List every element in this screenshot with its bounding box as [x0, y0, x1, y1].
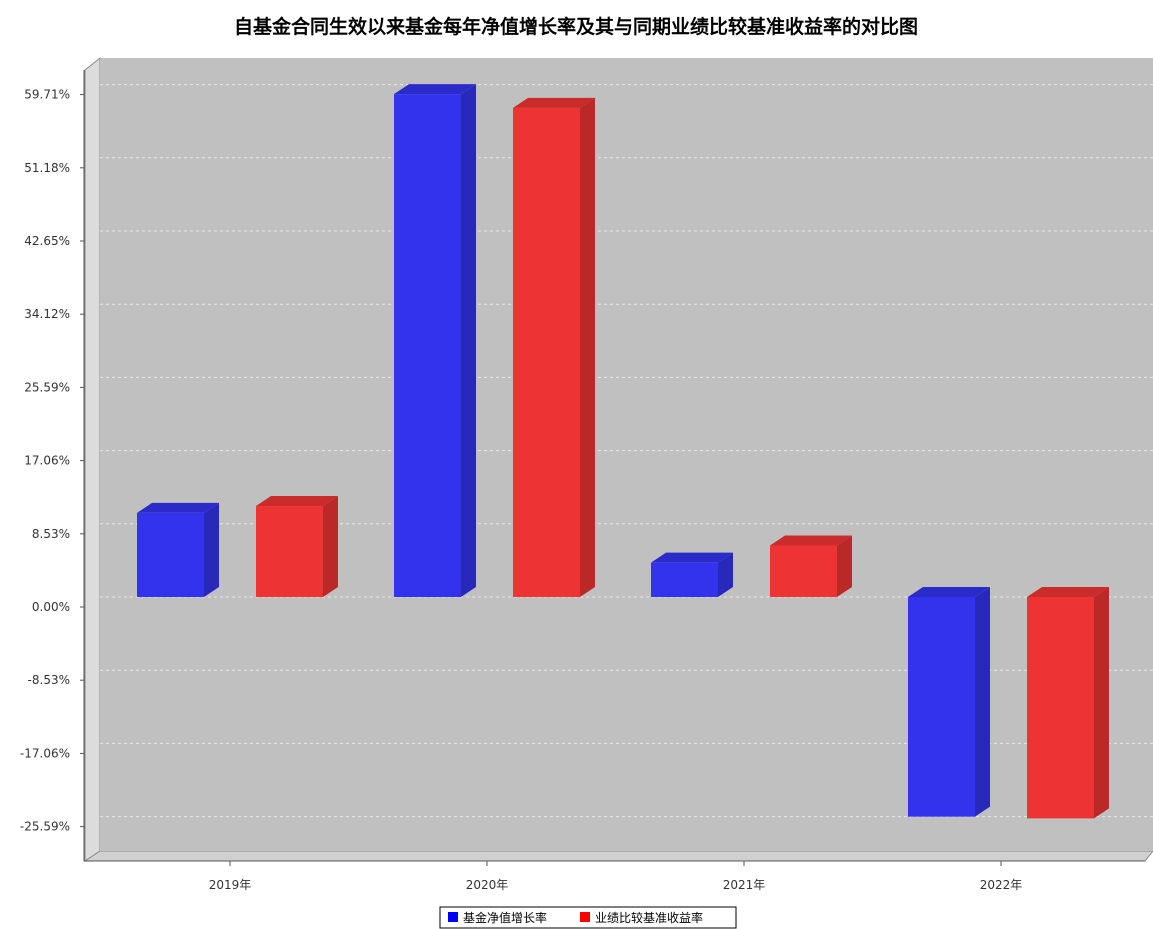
bar-side	[718, 552, 733, 597]
bar-side	[580, 97, 595, 597]
bar-side	[461, 84, 476, 598]
x-tick-label: 2022年	[980, 878, 1023, 892]
bar-side	[975, 587, 990, 817]
bar-1-2	[770, 535, 852, 597]
bar-side	[837, 535, 852, 597]
plot-left-wall	[84, 56, 101, 862]
bars	[137, 84, 1109, 819]
x-tick-label: 2020年	[466, 878, 509, 892]
bar-top	[256, 496, 338, 507]
x-tick-label: 2019年	[209, 878, 252, 892]
bar-top	[908, 587, 990, 597]
bar-top	[770, 535, 852, 546]
y-tick-label: 25.59%	[24, 380, 70, 394]
legend: 基金净值增长率 业绩比较基准收益率	[439, 906, 737, 929]
bar-0-2	[651, 552, 733, 597]
bar-front	[1027, 597, 1094, 819]
bar-0-0	[137, 502, 219, 597]
legend-swatch-benchmark	[580, 912, 590, 922]
y-tick-label: -17.06%	[20, 746, 70, 760]
bar-0-1	[394, 84, 476, 598]
bar-top	[513, 97, 595, 108]
bar-top	[651, 552, 733, 563]
x-tick-label: 2021年	[723, 878, 766, 892]
legend-swatch-fund	[448, 912, 458, 922]
chart-title: 自基金合同生效以来基金每年净值增长率及其与同期业绩比较基准收益率的对比图	[234, 15, 918, 38]
legend-label-fund: 基金净值增长率	[463, 910, 547, 925]
bar-top	[394, 84, 476, 95]
x-axis: 2019年 2020年 2021年 2022年	[84, 860, 1145, 892]
y-tick-label: 0.00%	[32, 600, 70, 614]
y-tick-label: 59.71%	[24, 88, 70, 102]
bar-front	[908, 597, 975, 817]
bar-front	[256, 506, 323, 597]
plot-background	[100, 58, 1153, 851]
bar-top	[1027, 587, 1109, 597]
bar-1-1	[513, 97, 595, 597]
y-tick-label: 34.12%	[24, 307, 70, 321]
y-tick-label: 17.06%	[24, 454, 70, 468]
plot-floor	[83, 850, 1153, 862]
bar-1-0	[256, 496, 338, 597]
bar-1-3	[1027, 587, 1109, 819]
legend-label-benchmark: 业绩比较基准收益率	[595, 910, 703, 925]
y-tick-label: 51.18%	[24, 161, 70, 175]
bar-top	[137, 502, 219, 513]
bar-side	[204, 502, 219, 597]
bar-front	[513, 107, 580, 597]
y-tick-label: 42.65%	[24, 234, 70, 248]
bar-front	[137, 512, 204, 597]
plot-frame	[83, 56, 1153, 862]
y-axis: 59.71% 51.18% 42.65% 34.12% 25.59% 17.06% 8.53…	[20, 70, 85, 861]
y-tick-label: 8.53%	[32, 527, 70, 541]
bar-front	[770, 545, 837, 597]
y-tick-label: -25.59%	[20, 820, 70, 834]
bar-side	[1094, 587, 1109, 819]
bar-front	[394, 94, 461, 598]
bar-front	[651, 562, 718, 597]
bar-side	[323, 496, 338, 597]
bar-0-3	[908, 587, 990, 817]
y-tick-label: -8.53%	[28, 673, 70, 687]
